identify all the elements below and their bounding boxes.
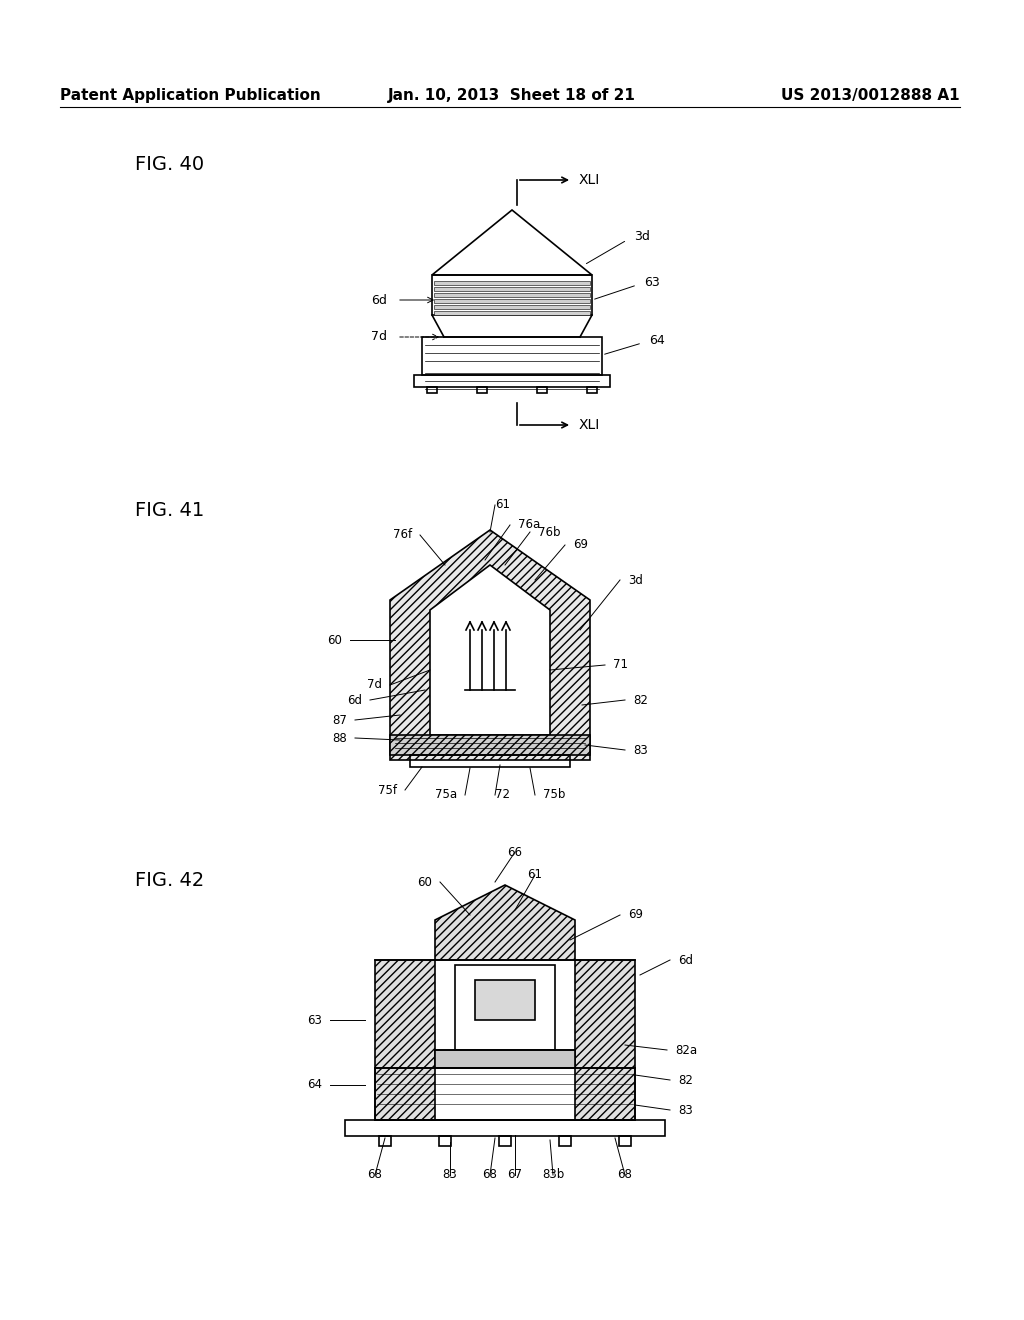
- Text: 82a: 82a: [675, 1044, 697, 1056]
- Polygon shape: [434, 300, 590, 304]
- Text: 3d: 3d: [634, 231, 650, 243]
- Text: 67: 67: [508, 1168, 522, 1181]
- Bar: [618, 1137, 631, 1146]
- Text: 75b: 75b: [543, 788, 565, 801]
- Polygon shape: [434, 286, 590, 290]
- Text: 83b: 83b: [542, 1168, 564, 1181]
- Text: FIG. 40: FIG. 40: [135, 156, 204, 174]
- Polygon shape: [430, 565, 550, 735]
- Bar: [427, 387, 437, 393]
- Text: 69: 69: [573, 539, 588, 552]
- Text: US 2013/0012888 A1: US 2013/0012888 A1: [781, 87, 961, 103]
- Text: Jan. 10, 2013  Sheet 18 of 21: Jan. 10, 2013 Sheet 18 of 21: [388, 87, 636, 103]
- Bar: [537, 387, 547, 393]
- Text: 76f: 76f: [393, 528, 412, 541]
- Text: 68: 68: [368, 1168, 382, 1181]
- Text: 83: 83: [442, 1168, 458, 1181]
- Bar: [435, 1049, 575, 1068]
- Text: FIG. 42: FIG. 42: [135, 870, 204, 890]
- Text: 66: 66: [508, 846, 522, 858]
- Text: 83: 83: [678, 1104, 693, 1117]
- Text: XLI: XLI: [579, 173, 600, 187]
- Bar: [559, 1137, 571, 1146]
- Bar: [410, 755, 570, 767]
- Bar: [587, 387, 597, 393]
- Bar: [499, 1137, 511, 1146]
- Text: FIG. 41: FIG. 41: [135, 500, 204, 520]
- Bar: [345, 1119, 665, 1137]
- Polygon shape: [455, 965, 555, 1049]
- Bar: [390, 735, 590, 755]
- Text: 83: 83: [633, 743, 648, 756]
- Text: 82: 82: [678, 1073, 693, 1086]
- Bar: [475, 979, 535, 1020]
- Text: 64: 64: [649, 334, 665, 347]
- Polygon shape: [435, 884, 575, 960]
- Text: 6d: 6d: [678, 953, 693, 966]
- Polygon shape: [434, 293, 590, 297]
- Text: 7d: 7d: [367, 678, 382, 692]
- Bar: [477, 387, 487, 393]
- Text: 69: 69: [628, 908, 643, 921]
- Text: 6d: 6d: [371, 293, 387, 306]
- Text: 61: 61: [496, 499, 511, 511]
- Text: 87: 87: [332, 714, 347, 726]
- Polygon shape: [434, 281, 590, 285]
- Text: 76a: 76a: [518, 519, 541, 532]
- Text: 71: 71: [613, 659, 628, 672]
- Text: 72: 72: [496, 788, 511, 801]
- Text: XLI: XLI: [579, 418, 600, 432]
- Polygon shape: [375, 960, 435, 1119]
- Polygon shape: [434, 312, 590, 315]
- Bar: [439, 1137, 451, 1146]
- Text: 63: 63: [644, 276, 659, 289]
- Text: 75f: 75f: [378, 784, 397, 796]
- Text: 68: 68: [617, 1168, 633, 1181]
- Text: 64: 64: [307, 1078, 322, 1092]
- Text: 60: 60: [327, 634, 342, 647]
- Text: 60: 60: [417, 875, 432, 888]
- Polygon shape: [434, 305, 590, 309]
- Bar: [375, 1068, 635, 1119]
- Text: 63: 63: [307, 1014, 322, 1027]
- Text: 76b: 76b: [538, 525, 560, 539]
- Polygon shape: [390, 531, 590, 760]
- Text: 75a: 75a: [435, 788, 457, 801]
- Text: 88: 88: [332, 731, 347, 744]
- Polygon shape: [575, 960, 635, 1119]
- Text: 61: 61: [527, 869, 543, 882]
- Text: 7d: 7d: [371, 330, 387, 343]
- Text: 3d: 3d: [628, 573, 643, 586]
- Text: 82: 82: [633, 693, 648, 706]
- Text: 6d: 6d: [347, 693, 362, 706]
- Text: 68: 68: [482, 1168, 498, 1181]
- Text: Patent Application Publication: Patent Application Publication: [60, 87, 321, 103]
- Bar: [379, 1137, 391, 1146]
